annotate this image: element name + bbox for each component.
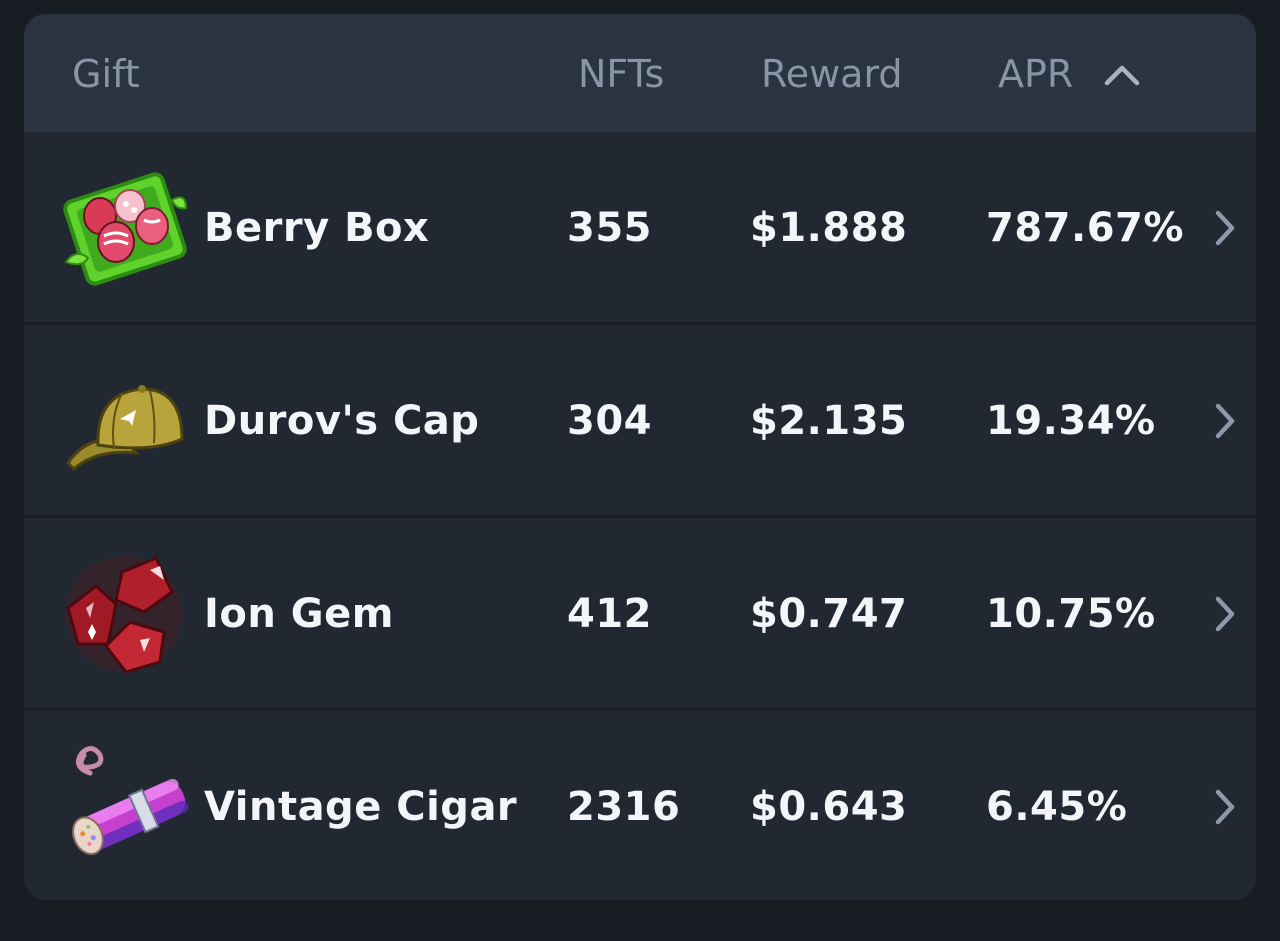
column-header-gift[interactable]: Gift	[72, 52, 140, 96]
nfts-value: 355	[567, 205, 652, 251]
reward-value: $1.888	[750, 205, 908, 251]
table-row[interactable]: Berry Box 355 $1.888 787.67%	[24, 132, 1256, 322]
gift-name: Berry Box	[204, 205, 430, 251]
row-divider	[24, 708, 1256, 711]
apr-value: 10.75%	[986, 591, 1156, 637]
column-header-nfts[interactable]: NFTs	[578, 52, 665, 96]
chevron-right-icon[interactable]	[1212, 594, 1238, 634]
gem-icon	[66, 556, 182, 674]
row-divider	[24, 322, 1256, 325]
table-row[interactable]: Durov's Cap 304 $2.135 19.34%	[24, 325, 1256, 515]
reward-value: $0.643	[750, 784, 908, 830]
table-row[interactable]: Ion Gem 412 $0.747 10.75%	[24, 518, 1256, 708]
reward-value: $0.747	[750, 591, 908, 637]
apr-value: 19.34%	[986, 398, 1156, 444]
table-row[interactable]: Vintage Cigar 2316 $0.643 6.45%	[24, 711, 1256, 900]
gift-name: Durov's Cap	[204, 398, 480, 444]
row-divider	[24, 515, 1256, 518]
nfts-value: 2316	[567, 784, 681, 830]
reward-value: $2.135	[750, 398, 908, 444]
nfts-value: 412	[567, 591, 652, 637]
column-header-apr[interactable]: APR	[998, 52, 1074, 96]
chevron-right-icon[interactable]	[1212, 401, 1238, 441]
table-header: Gift NFTs Reward APR	[24, 14, 1256, 132]
gifts-table: Gift NFTs Reward APR Berry Box 355 $1.88…	[24, 14, 1256, 900]
column-header-reward[interactable]: Reward	[761, 52, 903, 96]
nfts-value: 304	[567, 398, 652, 444]
cap-icon	[66, 385, 184, 472]
berry-box-icon	[63, 172, 188, 286]
gift-name: Vintage Cigar	[204, 784, 518, 830]
apr-value: 787.67%	[986, 205, 1184, 251]
apr-value: 6.45%	[986, 784, 1128, 830]
chevron-right-icon[interactable]	[1212, 208, 1238, 248]
chevron-right-icon[interactable]	[1212, 787, 1238, 827]
cigar-icon	[72, 746, 189, 855]
gift-name: Ion Gem	[204, 591, 394, 637]
chevron-up-icon[interactable]	[1104, 60, 1140, 88]
